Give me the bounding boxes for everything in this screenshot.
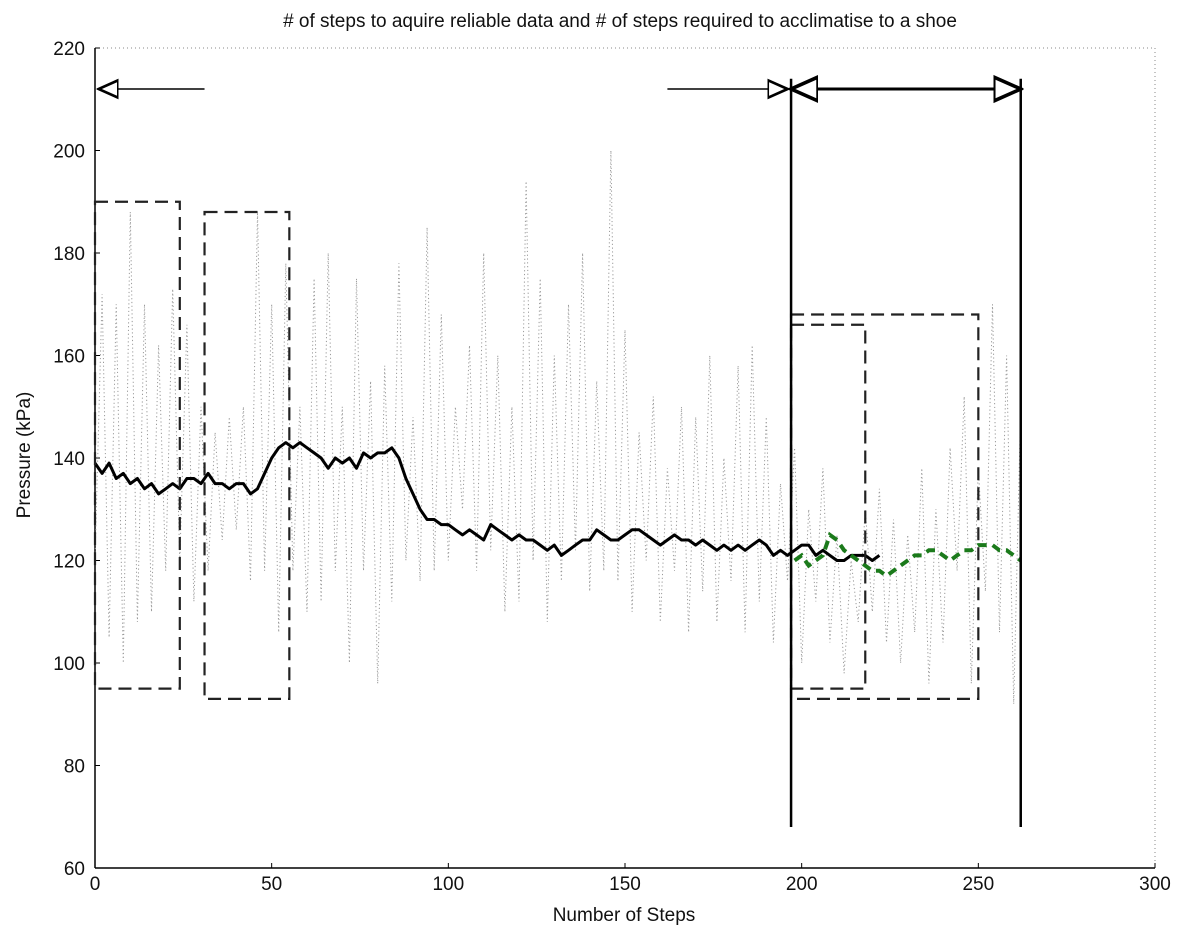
x-axis-label: Number of Steps bbox=[553, 905, 696, 926]
y-tick-label: 180 bbox=[53, 244, 85, 265]
y-tick-label: 60 bbox=[64, 859, 85, 880]
x-tick-label: 50 bbox=[261, 874, 282, 895]
y-tick-label: 100 bbox=[53, 654, 85, 675]
x-tick-label: 300 bbox=[1139, 874, 1171, 895]
series-line-solid bbox=[93, 441, 881, 562]
y-tick-label: 220 bbox=[53, 39, 85, 60]
y-tick-label: 160 bbox=[53, 347, 85, 368]
x-tick-label: 200 bbox=[786, 874, 818, 895]
annotation-dashed-box bbox=[203, 210, 291, 700]
y-tick-label: 120 bbox=[53, 552, 85, 573]
y-axis-label: Pressure (kPa) bbox=[14, 392, 35, 519]
chart-title: # of steps to aquire reliable data and #… bbox=[283, 11, 957, 32]
y-tick-label: 140 bbox=[53, 449, 85, 470]
x-tick-label: 250 bbox=[962, 874, 994, 895]
y-tick-label: 80 bbox=[64, 757, 85, 778]
series-line-dotted bbox=[94, 150, 1022, 705]
x-tick-label: 150 bbox=[609, 874, 641, 895]
x-tick-label: 0 bbox=[90, 874, 101, 895]
plot-area: 0 50 100 150 200 250 300 60 80 100 120 140 160 180 200… bbox=[53, 39, 1171, 895]
annotation-dashed-box bbox=[93, 200, 181, 690]
y-tick-label: 200 bbox=[53, 142, 85, 163]
x-tick-label: 100 bbox=[432, 874, 464, 895]
series-line-dashed bbox=[793, 531, 1022, 579]
